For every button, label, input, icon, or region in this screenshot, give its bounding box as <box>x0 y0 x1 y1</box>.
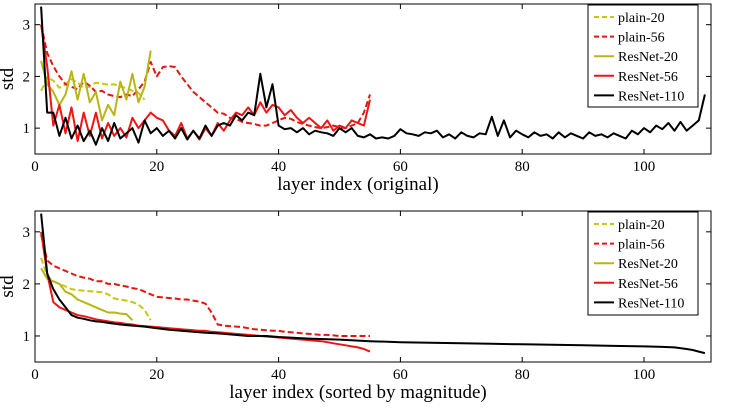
series-line-resnet-56 <box>40 24 371 143</box>
x-tick-label: 0 <box>31 159 39 175</box>
legend: plain-20 plain-56 ResNet-20 ResNet-56 ResNet… <box>587 4 699 108</box>
series-line-plain-20 <box>40 257 152 321</box>
y-axis-title: std <box>0 275 18 298</box>
y-tick-label: 3 <box>23 225 31 241</box>
legend-label-resnet-20: ResNet-20 <box>618 257 678 272</box>
legend-label-plain-20: plain-20 <box>618 218 665 233</box>
series-group <box>40 6 706 146</box>
legend: plain-20 plain-56 ResNet-20 ResNet-56 ResNet… <box>587 211 699 316</box>
legend-label-resnet-110: ResNet-110 <box>618 296 684 311</box>
series-line-plain-56 <box>40 24 371 130</box>
series-group <box>40 213 706 355</box>
x-tick-label: 40 <box>271 367 286 383</box>
y-tick-label: 2 <box>23 69 31 85</box>
plot-frame <box>34 3 712 155</box>
x-tick-label: 100 <box>633 367 656 383</box>
y-tick-label: 1 <box>23 121 31 137</box>
y-tick-label: 3 <box>23 18 31 34</box>
legend-label-resnet-56: ResNet-56 <box>618 70 678 85</box>
x-axis-title: layer index (sorted by magnitude) <box>229 382 486 403</box>
x-tick-label: 40 <box>271 159 286 175</box>
y-axis-title: std <box>0 67 18 90</box>
y-tick-label: 2 <box>23 277 31 293</box>
series-line-plain-20 <box>40 76 146 101</box>
series-line-resnet-20 <box>40 267 134 321</box>
x-axis-title: layer index (original) <box>277 174 438 195</box>
x-tick-label: 80 <box>515 159 530 175</box>
legend-label-resnet-20: ResNet-20 <box>618 50 678 65</box>
x-tick-label: 60 <box>393 159 408 175</box>
legend-label-plain-20: plain-20 <box>618 11 665 26</box>
legend-label-resnet-110: ResNet-110 <box>618 89 684 104</box>
chart-panel-2: 0 20 40 60 80 100 1 2 3 layer index (sorted by ma… <box>0 210 712 403</box>
chart-panel-1: 0 20 40 60 80 100 1 2 3 layer index (original) std… <box>0 3 712 195</box>
x-tick-label: 0 <box>31 367 39 383</box>
legend-label-plain-56: plain-56 <box>618 238 665 253</box>
series-line-resnet-56 <box>40 231 371 353</box>
series-line-plain-56 <box>40 234 370 337</box>
y-tick-label: 1 <box>23 329 31 345</box>
plot-frame <box>34 210 712 363</box>
series-line-resnet-110 <box>40 6 706 146</box>
x-tick-label: 100 <box>633 159 656 175</box>
x-tick-label: 60 <box>393 367 408 383</box>
series-line-resnet-110 <box>40 213 706 355</box>
legend-label-resnet-56: ResNet-56 <box>618 277 678 292</box>
x-tick-label: 80 <box>515 367 530 383</box>
legend-label-plain-56: plain-56 <box>618 31 665 46</box>
x-tick-label: 20 <box>149 367 164 383</box>
x-tick-label: 20 <box>149 159 164 175</box>
